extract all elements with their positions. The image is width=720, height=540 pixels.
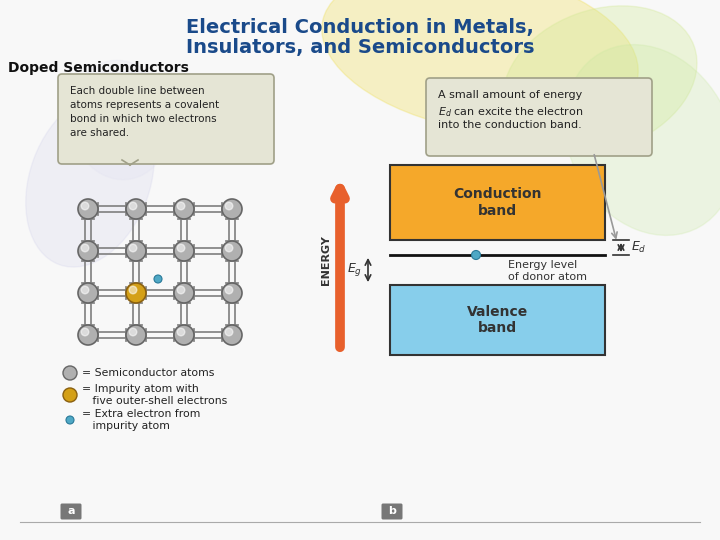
Ellipse shape (564, 45, 720, 235)
FancyBboxPatch shape (382, 503, 402, 519)
Bar (390, 165, 605, 240)
Text: = Impurity atom with: = Impurity atom with (82, 384, 199, 394)
Text: = Semiconductor atoms: = Semiconductor atoms (82, 368, 215, 378)
Circle shape (225, 328, 233, 336)
Circle shape (177, 286, 185, 294)
Circle shape (129, 286, 137, 294)
Circle shape (78, 241, 98, 261)
Circle shape (225, 244, 233, 252)
Circle shape (174, 199, 194, 219)
Text: Insulators, and Semiconductors: Insulators, and Semiconductors (186, 37, 534, 57)
Circle shape (174, 325, 194, 345)
Circle shape (174, 283, 194, 303)
Circle shape (174, 241, 194, 261)
Circle shape (177, 244, 185, 252)
Text: $E_d$: $E_d$ (631, 240, 647, 255)
FancyBboxPatch shape (60, 503, 81, 519)
Circle shape (78, 325, 98, 345)
Circle shape (81, 328, 89, 336)
Circle shape (81, 286, 89, 294)
Circle shape (126, 325, 146, 345)
Ellipse shape (503, 6, 697, 154)
Text: Energy level
of donor atom: Energy level of donor atom (508, 260, 588, 281)
FancyBboxPatch shape (426, 78, 652, 156)
Circle shape (126, 199, 146, 219)
Circle shape (222, 241, 242, 261)
Text: impurity atom: impurity atom (82, 421, 170, 431)
Text: into the conduction band.: into the conduction band. (438, 120, 582, 130)
Text: $E_d$ can excite the electron: $E_d$ can excite the electron (438, 105, 583, 119)
Circle shape (63, 388, 77, 402)
Circle shape (177, 202, 185, 210)
Bar (390, 285, 605, 355)
Circle shape (222, 325, 242, 345)
Circle shape (63, 366, 77, 380)
Ellipse shape (70, 60, 171, 180)
Circle shape (177, 328, 185, 336)
Text: $E_g$: $E_g$ (347, 261, 362, 279)
Text: ENERGY: ENERGY (321, 235, 331, 285)
Polygon shape (122, 160, 138, 165)
Circle shape (225, 202, 233, 210)
Circle shape (225, 286, 233, 294)
Text: Valence
band: Valence band (467, 305, 528, 335)
Ellipse shape (322, 0, 638, 133)
Circle shape (126, 283, 146, 303)
Text: Electrical Conduction in Metals,: Electrical Conduction in Metals, (186, 18, 534, 37)
Circle shape (129, 328, 137, 336)
Circle shape (222, 199, 242, 219)
Text: Conduction
band: Conduction band (454, 187, 541, 218)
Circle shape (129, 244, 137, 252)
Text: = Extra electron from: = Extra electron from (82, 409, 200, 419)
Text: Each double line between
atoms represents a covalent
bond in which two electrons: Each double line between atoms represent… (70, 86, 219, 138)
Ellipse shape (26, 93, 154, 267)
Circle shape (78, 283, 98, 303)
Circle shape (126, 241, 146, 261)
Circle shape (222, 283, 242, 303)
Circle shape (154, 275, 162, 283)
Circle shape (81, 244, 89, 252)
Text: Doped Semiconductors: Doped Semiconductors (8, 61, 189, 75)
Text: A small amount of energy: A small amount of energy (438, 90, 582, 100)
Circle shape (66, 416, 74, 424)
FancyBboxPatch shape (58, 74, 274, 164)
Circle shape (78, 199, 98, 219)
Text: a: a (67, 507, 75, 516)
Circle shape (472, 251, 480, 260)
Text: b: b (388, 507, 396, 516)
Circle shape (81, 202, 89, 210)
Text: five outer-shell electrons: five outer-shell electrons (82, 396, 228, 406)
Circle shape (129, 202, 137, 210)
